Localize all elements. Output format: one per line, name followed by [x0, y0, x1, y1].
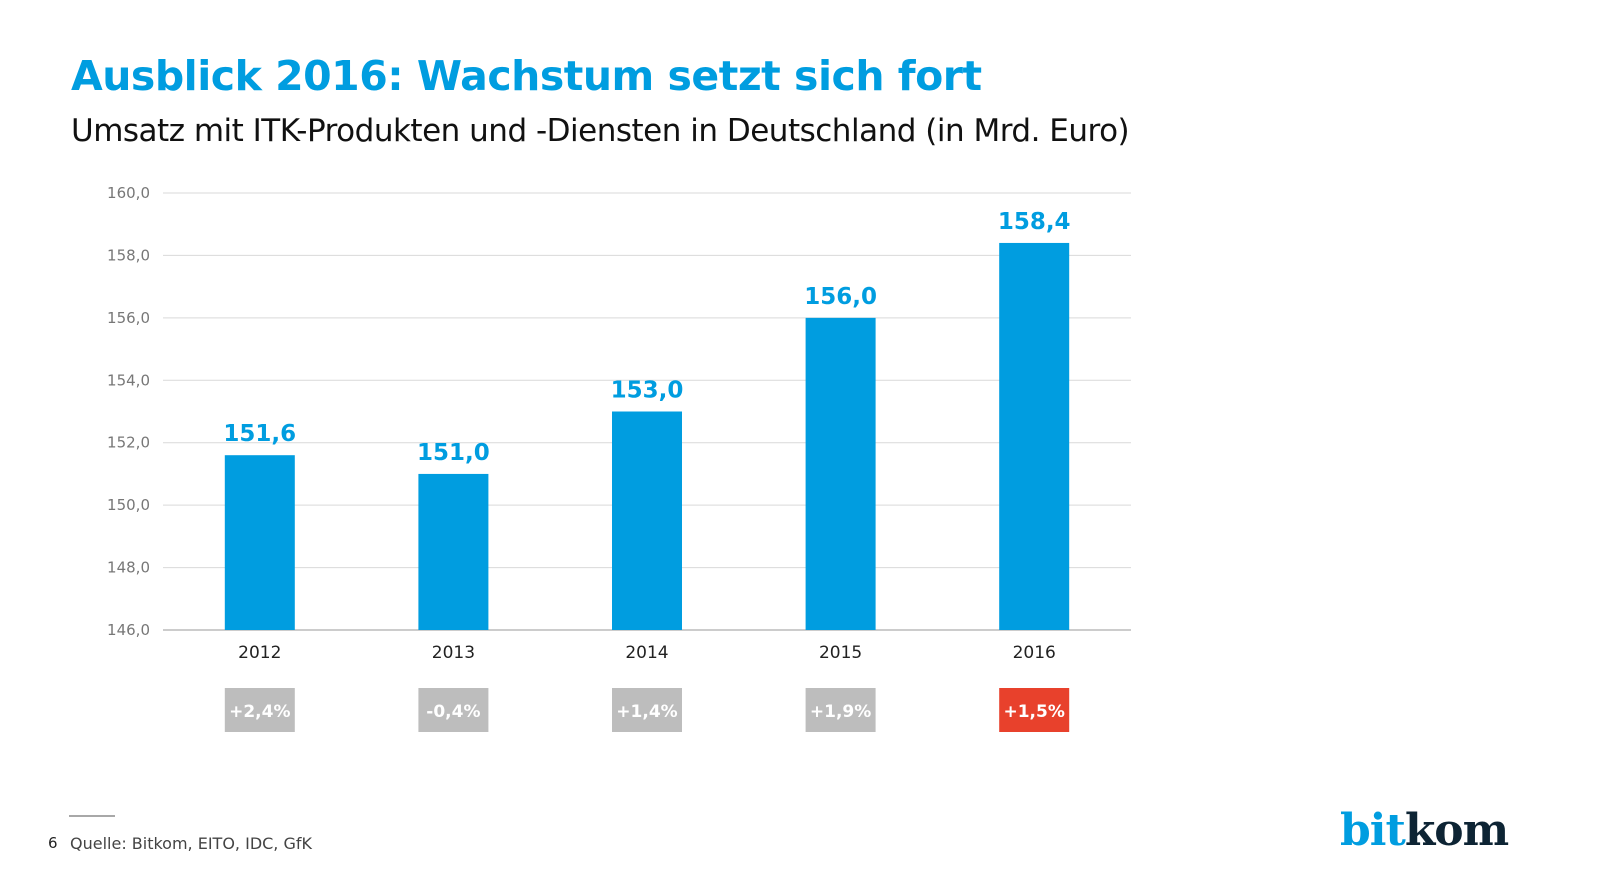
- data-label: 153,0: [611, 378, 684, 404]
- x-tick-label: 2012: [238, 643, 281, 663]
- growth-rate-label: +2,4%: [229, 702, 290, 722]
- data-label: 158,4: [998, 209, 1071, 235]
- growth-rate-label: +1,5%: [1003, 702, 1064, 722]
- y-tick-label: 152,0: [107, 434, 150, 452]
- y-tick-label: 146,0: [107, 621, 150, 639]
- data-label: 151,0: [417, 440, 490, 466]
- growth-badge-2012: [224, 688, 295, 732]
- growth-rate-label: -0,4%: [426, 702, 480, 722]
- source-note: Quelle: Bitkom, EITO, IDC, GfK: [70, 834, 312, 853]
- growth-rate-label: +1,9%: [810, 702, 871, 722]
- logo-part-kom: kom: [1404, 805, 1509, 856]
- x-tick-label: 2013: [432, 643, 475, 663]
- y-tick-label: 150,0: [107, 496, 150, 514]
- bar-2012: [224, 455, 295, 630]
- x-tick-label: 2014: [625, 643, 668, 663]
- growth-badge-2013: [418, 688, 489, 732]
- y-tick-label: 156,0: [107, 309, 150, 327]
- bar-2015: [805, 317, 876, 630]
- x-tick-label: 2015: [819, 643, 862, 663]
- bar-2016: [999, 242, 1070, 630]
- y-tick-label: 158,0: [107, 246, 150, 264]
- y-tick-label: 148,0: [107, 559, 150, 577]
- y-tick-label: 154,0: [107, 371, 150, 389]
- page-number: 6: [48, 834, 58, 852]
- growth-rate-label: +1,4%: [616, 702, 677, 722]
- y-tick-label: 160,0: [107, 184, 150, 202]
- data-label: 156,0: [804, 284, 877, 310]
- growth-badge-2014: [612, 688, 682, 732]
- growth-badge-2015: [805, 688, 876, 732]
- bar-2014: [612, 411, 682, 630]
- bitkom-logo: bitkom: [1340, 805, 1509, 856]
- footer-divider: [69, 815, 115, 817]
- slide-title: Ausblick 2016: Wachstum setzt sich fort: [71, 52, 982, 100]
- slide-subtitle: Umsatz mit ITK-Produkten und -Diensten i…: [71, 113, 1130, 149]
- logo-part-bit: bit: [1340, 805, 1406, 856]
- x-tick-label: 2016: [1013, 643, 1056, 663]
- bar-2013: [418, 473, 489, 630]
- data-label: 151,6: [223, 421, 296, 447]
- growth-badge-2016: [999, 688, 1070, 732]
